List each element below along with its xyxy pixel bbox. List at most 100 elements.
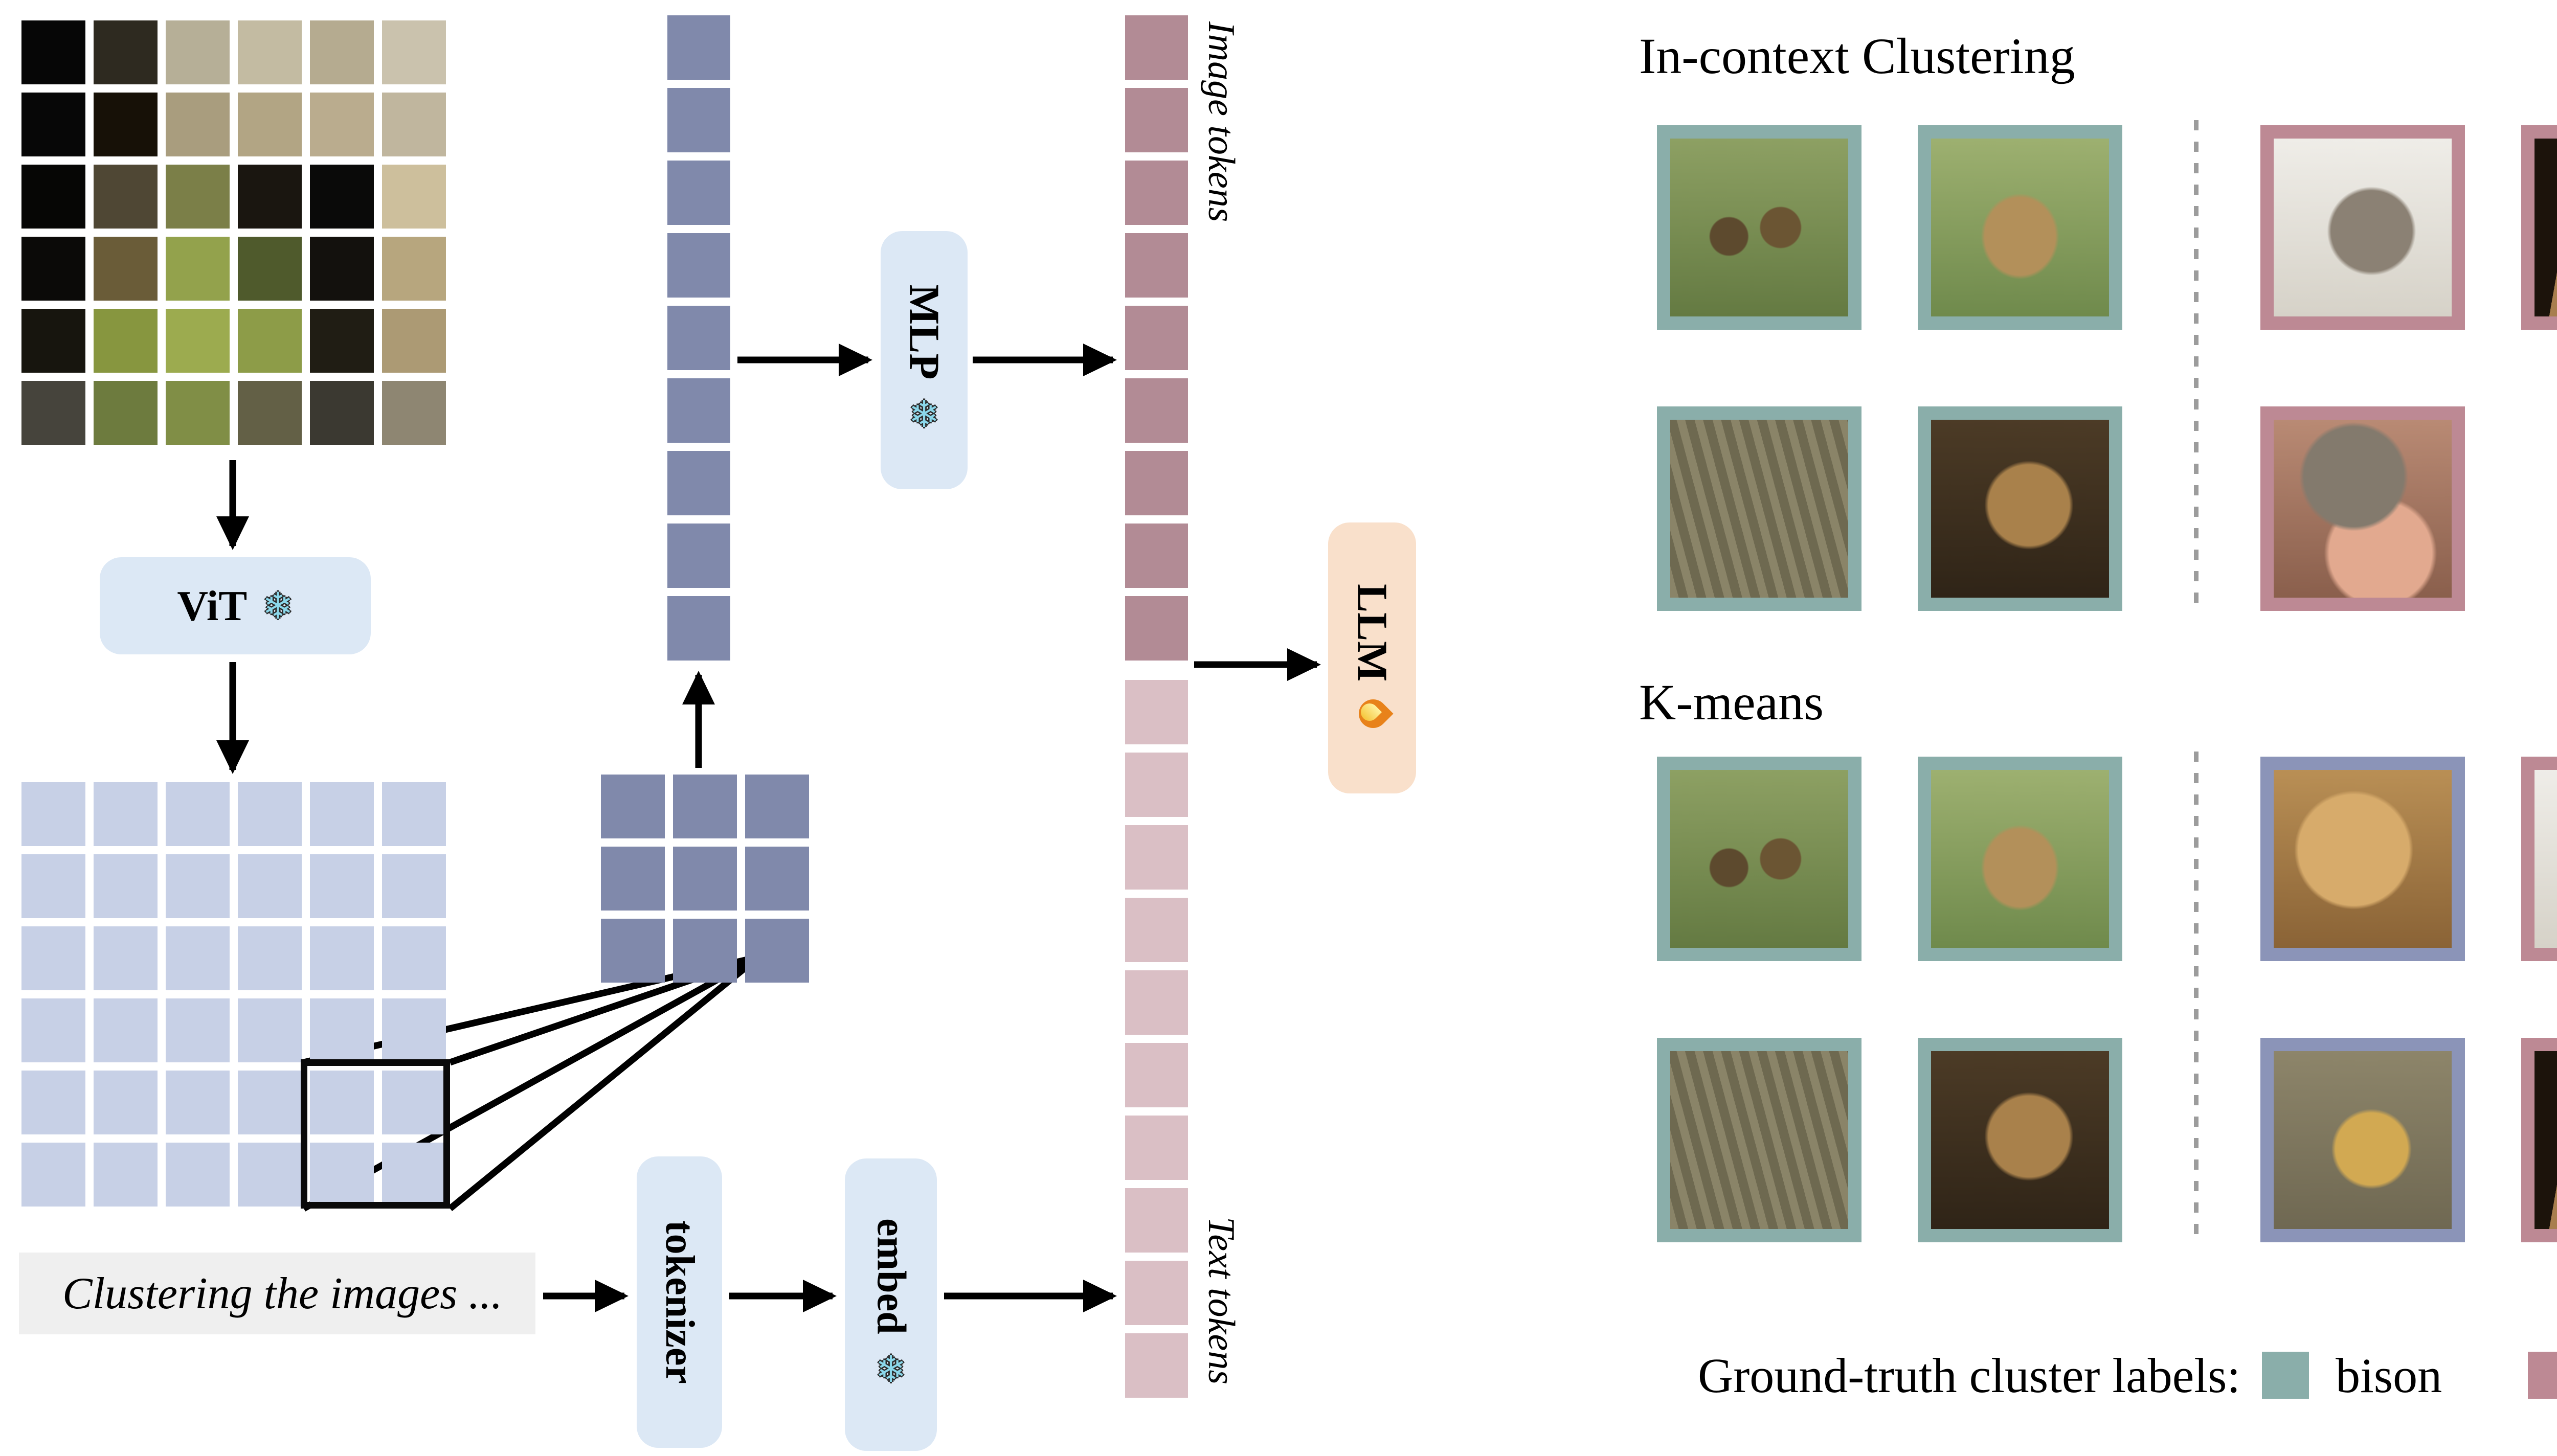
image-token bbox=[1125, 451, 1188, 515]
cluster-separator bbox=[2194, 120, 2199, 613]
pooled-token-cell bbox=[673, 775, 737, 838]
patch-token-cell bbox=[238, 926, 302, 990]
patch-token-cell bbox=[21, 782, 85, 846]
image-patch bbox=[238, 20, 302, 84]
patch-token-cell bbox=[166, 926, 230, 990]
patch-token-cell bbox=[382, 998, 446, 1062]
input-photo-grid bbox=[21, 20, 446, 445]
image-token bbox=[1125, 15, 1188, 80]
patch-selection-box bbox=[301, 1059, 450, 1209]
text-token bbox=[1125, 1043, 1188, 1107]
image-patch bbox=[166, 309, 230, 373]
cluster-separator bbox=[2194, 752, 2199, 1245]
image-patch bbox=[310, 381, 374, 445]
section-title-in-context-clustering: In-context Clustering bbox=[1639, 28, 2075, 84]
patch-token-cell bbox=[382, 926, 446, 990]
image-token bbox=[1125, 233, 1188, 298]
image-patch bbox=[21, 381, 85, 445]
cluster bbox=[1657, 757, 2122, 1242]
image-patch bbox=[310, 237, 374, 301]
patch-token-cell bbox=[238, 782, 302, 846]
image-patch bbox=[238, 237, 302, 301]
visual-token bbox=[667, 451, 730, 515]
pooled-token-cell bbox=[745, 775, 809, 838]
patch-token-cell bbox=[382, 1071, 446, 1134]
clustered-image bbox=[1657, 125, 1861, 330]
snowflake-icon: ❄ bbox=[875, 1349, 907, 1390]
text-token bbox=[1125, 1116, 1188, 1180]
patch-token-cell bbox=[94, 1143, 158, 1207]
image-patch bbox=[382, 381, 446, 445]
image-patch bbox=[21, 309, 85, 373]
visual-token bbox=[667, 524, 730, 588]
patch-token-cell bbox=[238, 1071, 302, 1134]
image-token-column bbox=[1125, 15, 1188, 661]
patch-token-cell bbox=[382, 1143, 446, 1207]
tokenizer-module-box: tokenizer bbox=[637, 1156, 722, 1448]
fire-icon bbox=[1354, 695, 1390, 732]
clustered-image bbox=[2521, 125, 2557, 330]
text-token bbox=[1125, 1188, 1188, 1253]
cluster bbox=[1657, 125, 2122, 611]
in-context-clustering-results bbox=[1657, 120, 2557, 616]
pooled-token-cell bbox=[601, 775, 665, 838]
text-token bbox=[1125, 898, 1188, 962]
image-patch bbox=[382, 165, 446, 229]
patch-token-cell bbox=[166, 1143, 230, 1207]
image-patch bbox=[382, 20, 446, 84]
image-patch bbox=[166, 381, 230, 445]
image-patch bbox=[382, 93, 446, 156]
text-token bbox=[1125, 1261, 1188, 1325]
patch-token-cell bbox=[310, 1143, 374, 1207]
patch-token-cell bbox=[94, 854, 158, 918]
visual-token bbox=[667, 306, 730, 370]
patch-token-cell bbox=[382, 782, 446, 846]
patch-token-cell bbox=[21, 926, 85, 990]
patch-token-cell bbox=[166, 854, 230, 918]
image-patch bbox=[166, 20, 230, 84]
legend-swatch bbox=[2262, 1352, 2309, 1399]
image-patch bbox=[238, 309, 302, 373]
snowflake-icon: ❄ bbox=[262, 585, 294, 627]
text-token bbox=[1125, 680, 1188, 744]
patch-token-cell bbox=[94, 926, 158, 990]
section-title-k-means: K-means bbox=[1639, 674, 1824, 731]
image-patch bbox=[310, 165, 374, 229]
visual-token bbox=[667, 88, 730, 152]
vit-label: ViT bbox=[177, 582, 248, 630]
image-patch bbox=[166, 93, 230, 156]
llm-label: LLM bbox=[1348, 584, 1396, 682]
pooled-token-cell bbox=[673, 847, 737, 911]
clustered-image bbox=[1918, 757, 2122, 961]
patch-token-cell bbox=[94, 1071, 158, 1134]
clustered-image bbox=[1657, 406, 1861, 611]
visual-token-column bbox=[667, 15, 730, 661]
text-token bbox=[1125, 970, 1188, 1035]
pooled-token-cell bbox=[745, 847, 809, 911]
k-means-results bbox=[1657, 752, 2557, 1247]
legend-swatch bbox=[2528, 1352, 2557, 1399]
visual-token bbox=[667, 233, 730, 298]
patch-token-cell bbox=[238, 998, 302, 1062]
clustered-image bbox=[1918, 1038, 2122, 1242]
image-token bbox=[1125, 524, 1188, 588]
clustered-image bbox=[2521, 1038, 2557, 1242]
legend-item: bison bbox=[2262, 1347, 2442, 1404]
patch-token-cell bbox=[166, 998, 230, 1062]
image-patch bbox=[94, 93, 158, 156]
image-patch bbox=[94, 165, 158, 229]
image-patch bbox=[21, 237, 85, 301]
prompt-text-box: Clustering the images ... bbox=[19, 1253, 535, 1334]
image-patch bbox=[166, 237, 230, 301]
tokenizer-label: tokenizer bbox=[657, 1220, 702, 1384]
pooled-token-cell bbox=[745, 919, 809, 983]
patch-token-cell bbox=[166, 1071, 230, 1134]
image-patch bbox=[382, 237, 446, 301]
image-tokens-label: Image tokens bbox=[1200, 21, 1242, 222]
clustered-image bbox=[2260, 757, 2465, 961]
mlp-module-box: MLP ❄ bbox=[881, 231, 968, 489]
embed-module-box: embed ❄ bbox=[845, 1158, 937, 1451]
image-token bbox=[1125, 306, 1188, 370]
pooled-token-cell bbox=[601, 847, 665, 911]
